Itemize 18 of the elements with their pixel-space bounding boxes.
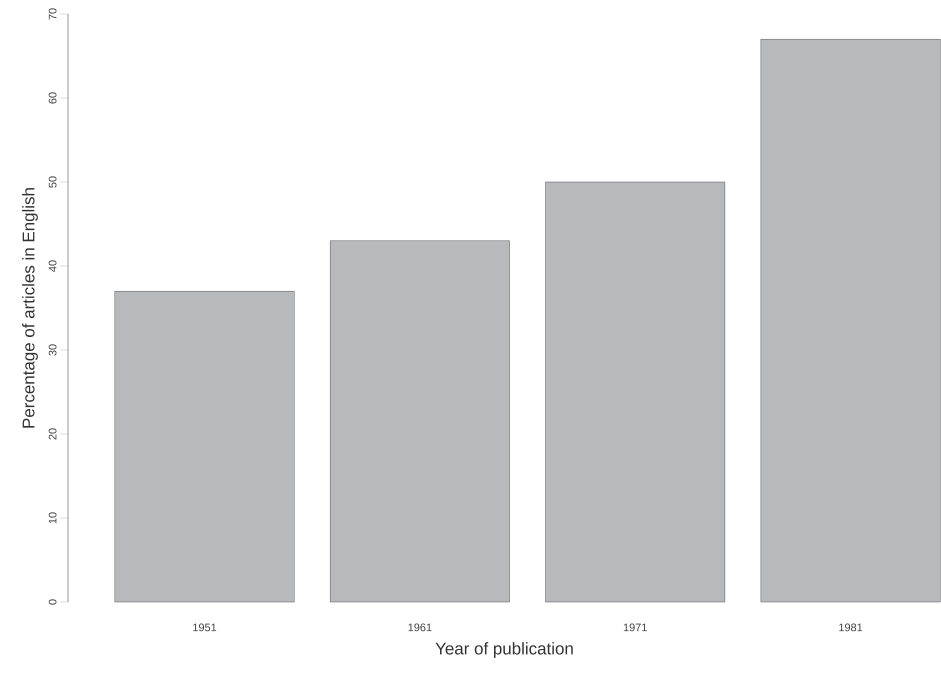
y-tick-label: 30 xyxy=(48,344,56,356)
bar xyxy=(114,291,294,602)
y-tick-label: 50 xyxy=(48,176,56,188)
y-tick-label: 10 xyxy=(48,512,56,524)
x-axis-title: Year of publication xyxy=(436,642,573,658)
y-tick-label: 20 xyxy=(48,428,56,440)
bar xyxy=(760,39,940,602)
x-tick-label: 1961 xyxy=(408,624,432,632)
y-tick-label: 40 xyxy=(48,260,56,272)
bar xyxy=(330,240,510,602)
x-tick-label: 1981 xyxy=(839,624,862,632)
x-tick-label: 1951 xyxy=(193,624,216,632)
y-tick-label: 0 xyxy=(48,599,56,605)
y-tick-label: 60 xyxy=(48,92,56,104)
y-tick-label: 70 xyxy=(48,8,56,20)
y-axis-title: Percentage of articles in English xyxy=(22,188,38,428)
bar xyxy=(545,182,726,602)
x-tick-label: 1971 xyxy=(624,624,647,632)
